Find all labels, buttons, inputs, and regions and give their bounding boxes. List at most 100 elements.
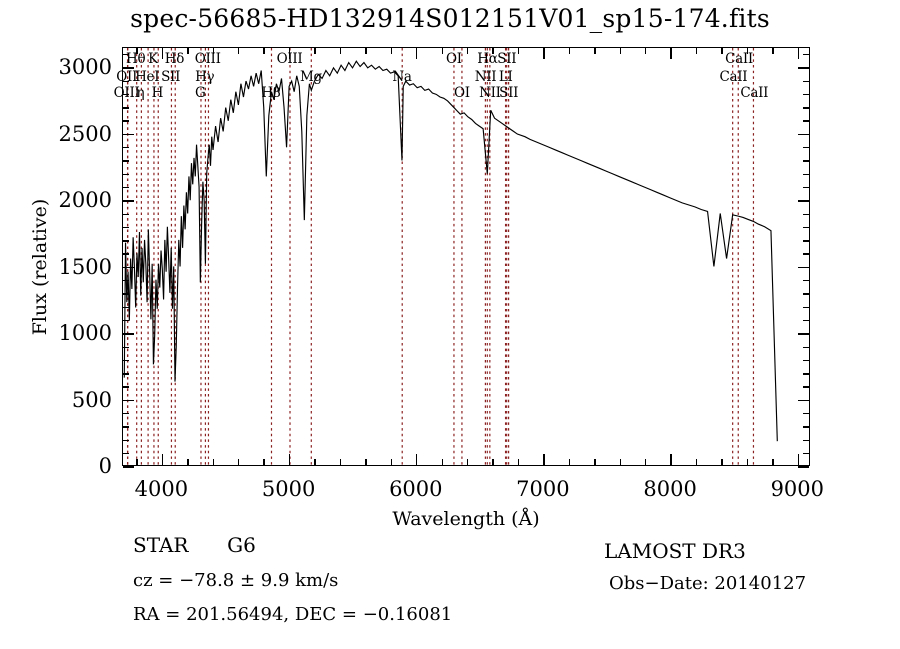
object-type: STAR <box>133 533 189 557</box>
x-tick <box>416 454 418 465</box>
y-tick <box>798 466 809 468</box>
y-tick <box>803 240 809 242</box>
y-tick <box>123 226 129 229</box>
x-tick <box>492 459 494 465</box>
spectral-line-label: SII <box>497 51 517 67</box>
x-tick-label: 7000 <box>516 477 570 501</box>
object-type-label: STAR G6 <box>133 533 256 557</box>
x-tick <box>746 48 749 54</box>
x-tick <box>187 459 189 465</box>
x-tick <box>517 48 520 54</box>
spectral-line-label: CaII <box>740 85 769 101</box>
x-tick <box>670 454 672 465</box>
x-tick <box>365 48 367 54</box>
spectral-line-label: G <box>194 85 206 101</box>
y-tick <box>123 200 134 202</box>
x-tick-label: 8000 <box>643 477 697 501</box>
x-tick <box>416 48 418 59</box>
x-tick <box>644 48 647 54</box>
radial-velocity: cz = −78.8 ± 9.9 km/s <box>133 570 339 591</box>
y-tick <box>803 413 809 415</box>
y-tick-label: 2000 <box>58 188 112 212</box>
y-tick <box>803 319 809 322</box>
y-tick <box>123 67 134 69</box>
y-tick <box>123 293 129 295</box>
x-tick <box>517 459 520 465</box>
spectral-line-label: OIII <box>113 85 140 101</box>
spectral-line-label: Hθ <box>126 51 146 67</box>
spectral-line-label: NII <box>474 69 497 85</box>
x-tick <box>339 459 342 465</box>
spectral-line-label: Hα <box>477 51 498 67</box>
x-tick <box>339 48 342 54</box>
spectrum-plot-area <box>122 47 810 468</box>
x-tick <box>466 48 469 54</box>
page-title: spec-56685-HD132914S012151V01_sp15-174.f… <box>130 4 770 33</box>
y-tick <box>123 373 129 375</box>
spectral-line-label: OI <box>453 85 470 101</box>
y-tick <box>803 93 809 96</box>
x-tick-label: 5000 <box>261 477 316 501</box>
y-tick <box>803 147 809 149</box>
y-tick <box>123 399 134 402</box>
spectral-line-label: Hβ <box>261 85 281 101</box>
spectral-line-label: OII <box>116 69 138 85</box>
y-tick <box>803 226 809 229</box>
y-tick <box>123 80 129 82</box>
y-tick <box>803 386 809 388</box>
x-tick <box>721 459 723 465</box>
x-tick <box>543 454 545 465</box>
x-tick <box>288 454 291 465</box>
x-tick <box>187 48 189 54</box>
y-tick <box>803 426 809 428</box>
x-tick <box>721 48 723 54</box>
x-axis-title: Wavelength (Å) <box>392 508 540 530</box>
y-tick <box>803 120 809 122</box>
y-tick <box>803 280 809 282</box>
y-tick <box>123 240 129 242</box>
y-tick <box>123 160 129 162</box>
y-tick <box>123 386 129 388</box>
y-tick-label: 1500 <box>58 254 112 279</box>
y-tick <box>123 53 129 56</box>
y-tick <box>798 200 809 202</box>
x-tick <box>568 48 571 54</box>
x-tick <box>746 459 749 465</box>
y-tick <box>123 319 129 322</box>
x-tick <box>670 48 672 59</box>
spectral-line-label: OIII <box>276 51 303 67</box>
y-tick-label: 2500 <box>58 121 112 146</box>
spectrum-trace <box>123 60 778 442</box>
x-tick <box>619 48 621 54</box>
y-tick <box>803 373 809 375</box>
y-tick <box>123 173 129 176</box>
y-tick-label: 1000 <box>58 321 112 345</box>
x-tick <box>136 459 138 465</box>
y-tick <box>123 266 134 269</box>
x-tick <box>263 459 265 465</box>
spectral-line-label: Hγ <box>195 69 215 85</box>
x-tick <box>212 48 214 54</box>
spectral-line-label: CaII <box>719 69 748 85</box>
y-tick <box>798 399 809 402</box>
x-tick <box>390 459 393 465</box>
spectral-line-label: Mg <box>299 69 322 85</box>
spectral-line-label: SII <box>499 85 519 101</box>
x-tick <box>772 48 774 54</box>
spectral-line-label: LI <box>498 69 513 85</box>
y-tick <box>803 107 809 109</box>
y-tick <box>123 439 129 442</box>
y-tick <box>123 253 129 255</box>
spectral-line-label: K <box>148 51 158 67</box>
y-tick <box>123 413 129 415</box>
x-tick <box>161 454 164 465</box>
y-tick <box>803 80 809 82</box>
x-tick <box>695 459 698 465</box>
x-tick <box>238 459 240 465</box>
x-tick <box>594 459 596 465</box>
x-tick <box>212 459 214 465</box>
x-tick <box>619 459 621 465</box>
y-axis-title: Flux (relative) <box>29 198 51 336</box>
x-tick <box>441 459 443 465</box>
x-tick <box>263 48 265 54</box>
